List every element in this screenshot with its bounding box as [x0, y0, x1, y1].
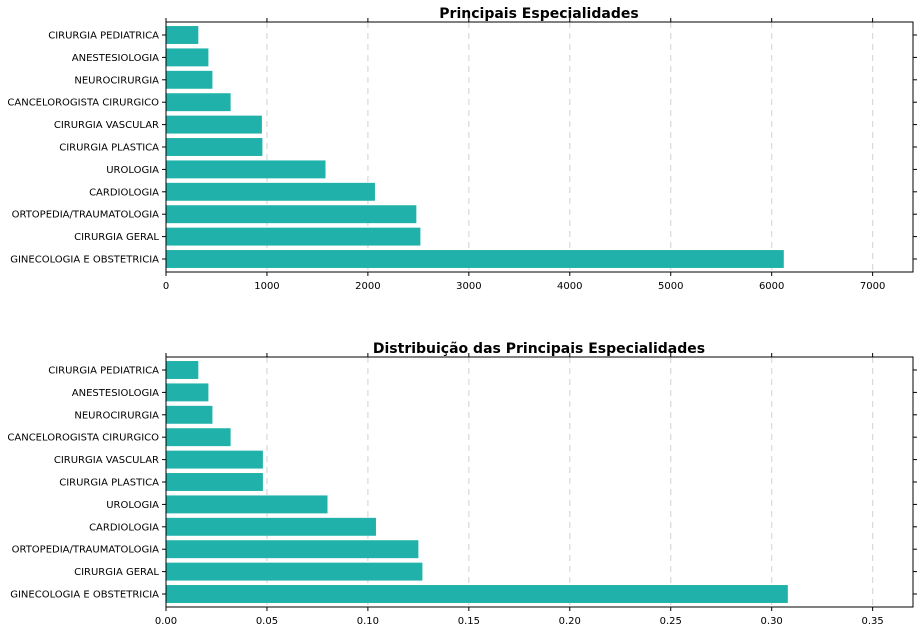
bar: [166, 405, 213, 424]
category-label: GINECOLOGIA E OBSTETRICIA: [10, 590, 159, 601]
category-label: CIRURGIA GERAL: [74, 232, 159, 243]
category-label: UROLOGIA: [106, 500, 159, 511]
x-tick-label: 0.00: [155, 616, 177, 627]
category-label: ANESTESIOLOGIA: [72, 53, 159, 64]
bar: [166, 428, 231, 447]
bar: [166, 160, 326, 179]
category-label: ANESTESIOLOGIA: [72, 388, 159, 399]
bar: [166, 473, 263, 491]
x-tick-label: 0: [163, 281, 169, 292]
x-tick-label: 2000: [355, 281, 380, 292]
x-tick-label: 0.05: [256, 616, 278, 627]
category-label: CANCELOROGISTA CIRURGICO: [7, 433, 159, 444]
category-label: CIRURGIA PLASTICA: [59, 478, 159, 489]
bar: [166, 517, 376, 536]
category-label: UROLOGIA: [106, 165, 159, 176]
bar: [166, 93, 231, 112]
bar: [166, 495, 328, 514]
bar: [166, 450, 263, 469]
bar: [166, 138, 263, 156]
bar: [166, 26, 199, 44]
category-label: CIRURGIA VASCULAR: [54, 455, 159, 466]
category-label: GINECOLOGIA E OBSTETRICIA: [10, 255, 159, 266]
x-tick-label: 7000: [860, 281, 885, 292]
bar: [166, 70, 213, 89]
category-label: ORTOPEDIA/TRAUMATOLOGIA: [12, 545, 160, 556]
bar: [166, 562, 423, 581]
x-tick-label: 0.10: [357, 616, 379, 627]
x-tick-label: 6000: [759, 281, 784, 292]
bar: [166, 361, 199, 379]
category-label: CARDIOLOGIA: [89, 187, 159, 198]
x-tick-label: 0.25: [660, 616, 682, 627]
x-tick-label: 5000: [658, 281, 683, 292]
category-label: CIRURGIA PLASTICA: [59, 143, 159, 154]
plot-frame: [165, 356, 914, 608]
chart-principais-especialidades: Principais Especialidades GINECOLOGIA E …: [7, 6, 917, 292]
category-label: CARDIOLOGIA: [89, 522, 159, 533]
bar: [166, 227, 421, 246]
chart-title: Principais Especialidades: [439, 6, 638, 22]
x-tick-label: 4000: [557, 281, 582, 292]
bar: [166, 205, 417, 224]
category-label: NEUROCIRURGIA: [74, 410, 159, 421]
x-tick-label: 0.35: [861, 616, 883, 627]
bar: [166, 383, 209, 402]
category-label: CIRURGIA GERAL: [74, 567, 159, 578]
bar: [166, 540, 419, 559]
category-label: CIRURGIA PEDIATRICA: [48, 365, 159, 376]
chart-title: Distribuição das Principais Especialidad…: [373, 341, 705, 357]
bar: [166, 585, 788, 603]
x-tick-label: 0.30: [761, 616, 783, 627]
category-label: CIRURGIA VASCULAR: [54, 120, 159, 131]
category-label: NEUROCIRURGIA: [74, 75, 159, 86]
bar: [166, 48, 209, 67]
chart-distribuicao-especialidades: Distribuição das Principais Especialidad…: [7, 341, 917, 627]
x-tick-label: 1000: [254, 281, 279, 292]
bar: [166, 250, 784, 268]
x-tick-label: 3000: [456, 281, 481, 292]
bar: [166, 115, 262, 134]
category-label: CIRURGIA PEDIATRICA: [48, 30, 159, 41]
x-tick-label: 0.15: [458, 616, 480, 627]
plot-frame: [165, 21, 914, 273]
category-label: ORTOPEDIA/TRAUMATOLOGIA: [12, 210, 160, 221]
category-label: CANCELOROGISTA CIRURGICO: [7, 98, 159, 109]
bar: [166, 182, 375, 201]
x-tick-label: 0.20: [559, 616, 581, 627]
